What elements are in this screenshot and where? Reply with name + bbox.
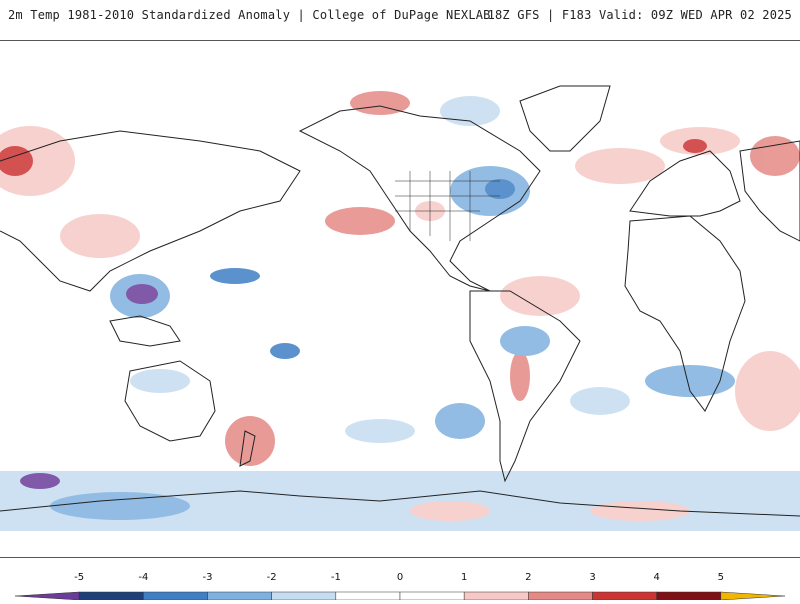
asia-east-outline (739, 140, 800, 242)
warm-anomaly-region (750, 136, 800, 176)
colorbar-tick-label: 3 (589, 572, 596, 583)
colorbar-tick-label: -3 (202, 572, 213, 583)
colorbar-tick-label: -4 (138, 572, 149, 583)
colorbar-segment (14, 591, 80, 601)
asia-outline (0, 130, 301, 292)
coastlines (0, 85, 800, 517)
colorbar-tick-label: 5 (717, 572, 725, 583)
strong-warm-anomaly-region (0, 146, 33, 176)
extreme-cold-anomaly-region (126, 284, 158, 304)
header: 2m Temp 1981-2010 Standardized Anomaly |… (0, 0, 800, 30)
warm-anomaly-region (590, 501, 690, 521)
colorbar-tick-label: -5 (74, 572, 85, 583)
warm-anomaly-region (735, 351, 800, 431)
warm-anomaly-region (60, 214, 140, 258)
warm-anomaly-region (350, 91, 410, 115)
us-state-lines (395, 171, 500, 241)
colorbar-tick-label: -1 (330, 572, 341, 583)
anomaly-map (0, 40, 800, 558)
colorbar-legend: -5 -4 -3 -2 -1 0 1 2 3 4 5 (0, 570, 800, 601)
africa-outline (624, 215, 746, 412)
colorbar-segment (143, 591, 208, 601)
colorbar-segment (271, 591, 337, 601)
world-map-svg (0, 85, 800, 531)
colorbar-tick-label: 1 (460, 572, 468, 583)
cold-anomaly-region (570, 387, 630, 415)
cold-anomaly-region (435, 403, 485, 439)
cold-anomaly-region (50, 492, 190, 520)
colorbar-segment (528, 591, 593, 601)
colorbar-tick-label: 4 (653, 572, 660, 583)
colorbar-segment (463, 591, 529, 601)
cold-anomaly-region (345, 419, 415, 443)
strong-warm-anomaly-region (683, 139, 707, 153)
map-title: 2m Temp 1981-2010 Standardized Anomaly |… (8, 8, 491, 22)
model-run-info: 18Z GFS | F183 Valid: 09Z WED APR 02 202… (487, 8, 792, 22)
strong-cold-anomaly-region (270, 343, 300, 359)
warm-anomaly-region (325, 207, 395, 235)
colorbar-segment (335, 591, 401, 601)
colorbar-segment (78, 591, 144, 601)
warm-anomaly-region (225, 416, 275, 466)
colorbar-svg (14, 591, 786, 601)
colorbar-segment (399, 591, 465, 601)
strong-cold-anomaly-region (485, 179, 515, 199)
cold-anomaly-region (645, 365, 735, 397)
cold-anomaly-region (440, 96, 500, 126)
europe-outline (629, 150, 741, 217)
new-zealand-outline (239, 430, 256, 467)
colorbar-tick-label: 2 (525, 572, 532, 583)
maritime-continent-outline (109, 315, 181, 347)
colorbar-tick-label: 0 (396, 572, 404, 583)
warm-anomaly-region (575, 148, 665, 184)
strong-cold-anomaly-region (210, 268, 260, 284)
warm-anomaly-region (500, 276, 580, 316)
antarctica-outline (0, 490, 800, 517)
australia-outline (124, 360, 216, 442)
warm-anomaly-region (0, 126, 75, 196)
cold-anomaly-region (130, 369, 190, 393)
anomaly-shading (0, 91, 800, 531)
south-america-outline (469, 290, 581, 483)
colorbar-segment (656, 591, 722, 601)
colorbar-segment (592, 591, 657, 601)
colorbar-segment (207, 591, 272, 601)
warm-anomaly-region (510, 351, 530, 401)
cold-anomaly-region (500, 326, 550, 356)
greenland-outline (519, 85, 611, 152)
warm-anomaly-region (410, 501, 490, 521)
colorbar-tick-label: -2 (266, 572, 277, 583)
colorbar-segment (720, 591, 786, 601)
extreme-cold-anomaly-region (20, 473, 60, 489)
